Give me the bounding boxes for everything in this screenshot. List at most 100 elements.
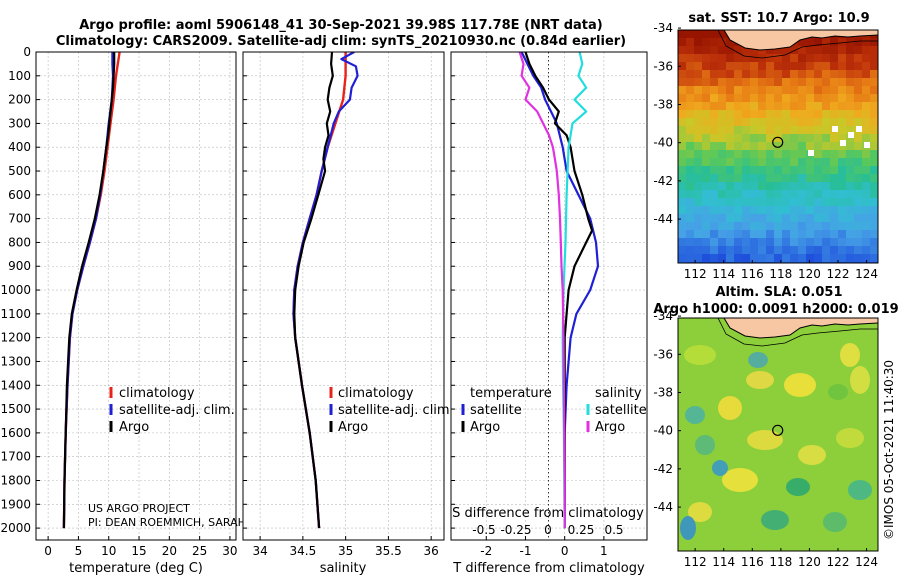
legend-argo-label: Argo	[119, 420, 149, 435]
sst-cell	[710, 246, 718, 254]
lon-tick-label: 118	[769, 267, 792, 281]
cloud-gap	[856, 126, 862, 132]
sst-cell	[854, 198, 862, 206]
sst-cell	[750, 110, 758, 118]
s-tick-label: -0.5	[472, 523, 495, 537]
sst-cell	[758, 166, 766, 174]
sst-cell	[870, 182, 878, 190]
sst-cell	[734, 134, 742, 142]
sst-cell	[726, 246, 734, 254]
sst-cell	[766, 94, 774, 102]
sst-cell	[854, 70, 862, 78]
salinity-profile-panel: 34 34.5 35 35.5 36 salinity climatology sate…	[242, 51, 454, 576]
sst-cell	[710, 126, 718, 134]
sst-cell	[790, 134, 798, 142]
sst-cell	[846, 110, 854, 118]
sst-cell	[798, 238, 806, 246]
x-tick-label: 35	[338, 544, 353, 558]
sst-cell	[726, 110, 734, 118]
sst-cell	[758, 190, 766, 198]
sst-cell	[766, 222, 774, 230]
sst-cell	[766, 158, 774, 166]
sst-cell	[870, 230, 878, 238]
sst-cell	[822, 254, 830, 262]
sst-cell	[798, 62, 806, 70]
sst-cell	[838, 118, 846, 126]
sst-cell	[766, 174, 774, 182]
sst-cell	[814, 246, 822, 254]
sst-cell	[814, 198, 822, 206]
land-mass	[724, 30, 878, 50]
sst-cell	[806, 134, 814, 142]
sst-cell	[862, 62, 870, 70]
sst-cell	[758, 78, 766, 86]
y-tick-label: 900	[8, 259, 31, 273]
sst-cell	[782, 222, 790, 230]
lon-tick-label: 124	[855, 267, 878, 281]
sst-cell	[726, 174, 734, 182]
sst-cell	[686, 206, 694, 214]
sst-cell	[678, 222, 686, 230]
sst-cell	[846, 86, 854, 94]
sst-cell	[686, 214, 694, 222]
x-tick-label: 10	[101, 544, 116, 558]
sst-cell	[694, 94, 702, 102]
sst-cell	[766, 182, 774, 190]
x-tick-label: -2	[480, 544, 492, 558]
sst-cell	[750, 174, 758, 182]
sst-cell	[678, 70, 686, 78]
sst-cell	[750, 158, 758, 166]
sst-cell	[846, 238, 854, 246]
land-mass	[724, 318, 878, 338]
sst-cell	[710, 230, 718, 238]
sst-cell	[870, 198, 878, 206]
sst-cell	[686, 54, 694, 62]
sst-cell	[678, 86, 686, 94]
sst-cell	[806, 222, 814, 230]
sst-cell	[734, 86, 742, 94]
sst-cell	[718, 86, 726, 94]
sst-cell	[758, 198, 766, 206]
sst-cell	[854, 174, 862, 182]
s-tick-label: 0.5	[604, 523, 623, 537]
y-tick-label: 400	[8, 140, 31, 154]
sst-cell	[846, 118, 854, 126]
sst-cell	[710, 30, 718, 38]
sst-cell	[798, 54, 806, 62]
sst-cell	[798, 70, 806, 78]
sst-cell	[790, 190, 798, 198]
sst-cell	[742, 118, 750, 126]
salinity-xlabel: salinity	[320, 561, 367, 576]
sst-cell	[750, 126, 758, 134]
sst-cell	[870, 206, 878, 214]
y-tick-label: 1600	[0, 426, 31, 440]
sla-blob	[746, 371, 774, 389]
sst-cell	[798, 230, 806, 238]
lat-tick-label: -42	[653, 462, 673, 476]
sst-cell	[710, 254, 718, 262]
sst-cell	[862, 102, 870, 110]
sst-cell	[686, 254, 694, 262]
figure-title-line1: Argo profile: aoml 5906148_41 30-Sep-202…	[79, 18, 603, 33]
sst-cell	[846, 214, 854, 222]
sst-cell	[766, 46, 774, 54]
sst-cell	[870, 190, 878, 198]
sst-cell	[798, 110, 806, 118]
difference-xlabel: T difference from climatology	[452, 561, 645, 576]
sst-cell	[806, 254, 814, 262]
sst-cell	[846, 78, 854, 86]
y-tick-label: 1800	[0, 473, 31, 487]
sst-cell	[798, 158, 806, 166]
sst-cell	[726, 54, 734, 62]
sst-cell	[702, 206, 710, 214]
sst-cell	[798, 182, 806, 190]
lon-tick-label: 116	[741, 555, 764, 569]
sst-cell	[734, 238, 742, 246]
sla-blob	[680, 516, 696, 540]
sst-cell	[742, 54, 750, 62]
sst-cell	[694, 62, 702, 70]
sst-cell	[718, 38, 726, 46]
sst-cell	[798, 142, 806, 150]
sst-cell	[798, 150, 806, 158]
sst-cell	[790, 238, 798, 246]
